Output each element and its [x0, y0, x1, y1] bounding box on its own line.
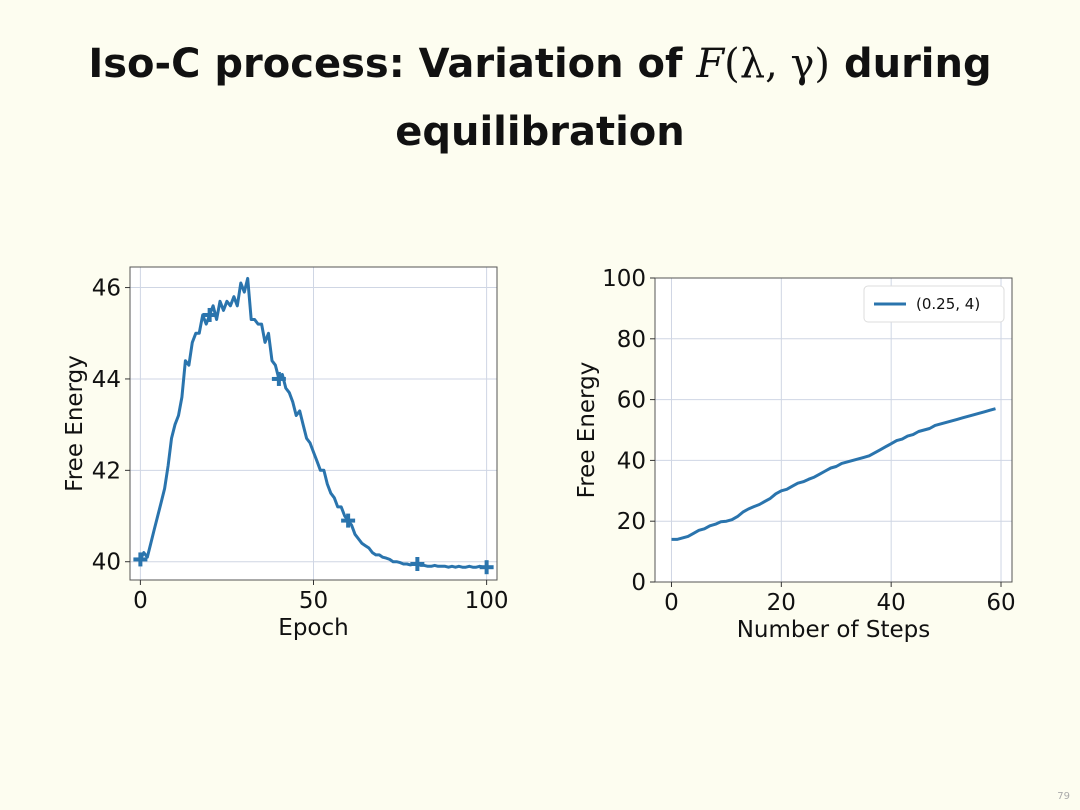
series-line [671, 407, 996, 541]
x-tick-label: 100 [465, 588, 509, 614]
y-tick-label: 20 [617, 509, 646, 535]
title-line-2: equilibration [395, 109, 685, 155]
data-point-marker [341, 513, 356, 528]
data-point-marker [133, 552, 148, 567]
legend-label: (0.25, 4) [916, 295, 980, 313]
y-tick-label: 40 [617, 448, 646, 474]
x-axis-label: Epoch [278, 615, 348, 641]
y-tick-label: 44 [92, 367, 121, 393]
title-text-after: during [830, 41, 992, 87]
y-tick-label: 60 [617, 388, 646, 414]
y-axis-label: Free Energy [574, 362, 600, 499]
slide-title: Iso-C process: Variation of F(λ, γ) duri… [0, 30, 1080, 166]
y-tick-label: 100 [602, 266, 646, 292]
title-math-f: F [696, 41, 725, 87]
x-tick-label: 0 [133, 588, 148, 614]
title-math: F(λ, γ) [696, 41, 830, 87]
x-tick-label: 0 [664, 590, 679, 616]
data-point-marker [410, 557, 425, 572]
y-tick-label: 40 [92, 550, 121, 576]
legend: (0.25, 4) [863, 285, 1005, 323]
page-number: 79 [1057, 791, 1070, 802]
y-axis-label: Free Energy [62, 355, 88, 492]
title-text-before: Iso-C process: Variation of [88, 41, 697, 87]
x-axis-label: Number of Steps [737, 617, 931, 643]
title-line-1: Iso-C process: Variation of F(λ, γ) duri… [0, 30, 1080, 98]
x-tick-label: 50 [299, 588, 328, 614]
data-point-marker [479, 560, 494, 575]
y-tick-label: 46 [92, 276, 121, 302]
data-point-marker [271, 371, 286, 386]
y-tick-label: 42 [92, 458, 121, 484]
title-math-args: (λ, γ) [724, 41, 831, 87]
y-tick-label: 80 [617, 327, 646, 353]
x-tick-label: 20 [767, 590, 796, 616]
legend-box [863, 285, 1005, 323]
series-line [139, 276, 487, 569]
x-tick-label: 60 [986, 590, 1015, 616]
y-tick-label: 0 [631, 570, 646, 596]
plot-area [655, 278, 1012, 582]
data-point-marker [202, 307, 217, 322]
plot-frame [654, 277, 1013, 583]
x-tick-label: 40 [877, 590, 906, 616]
